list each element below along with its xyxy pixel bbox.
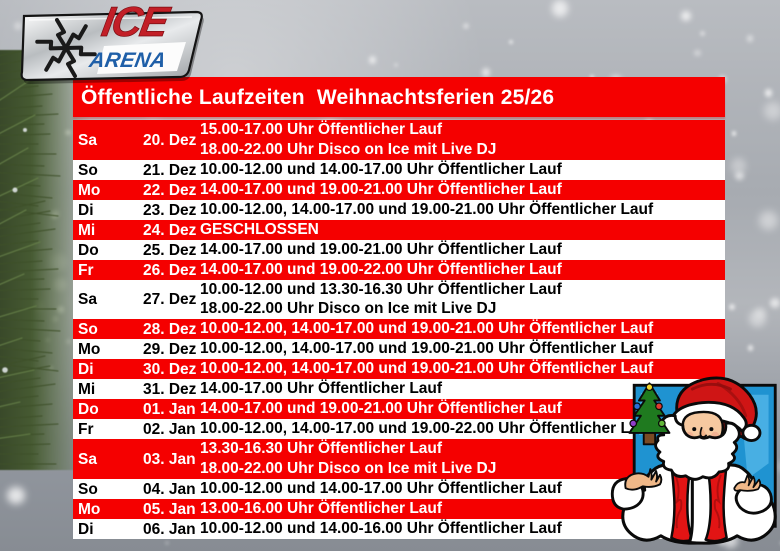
svg-text:ARENA: ARENA — [87, 49, 168, 72]
svg-text:ICE: ICE — [98, 2, 174, 45]
